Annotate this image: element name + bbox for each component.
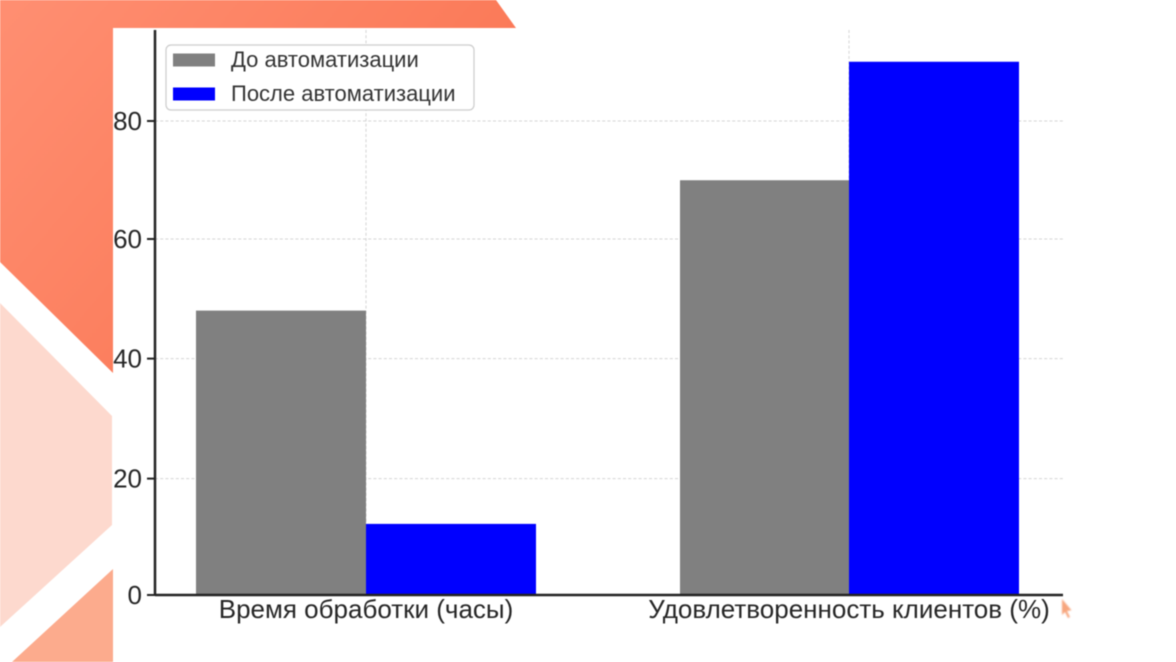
svg-text:40: 40 [113, 344, 142, 374]
svg-text:Удовлетворенность клиентов (%): Удовлетворенность клиентов (%) [648, 594, 1050, 624]
svg-text:Время обработки (часы): Время обработки (часы) [219, 594, 514, 624]
svg-text:80: 80 [113, 106, 142, 136]
svg-text:До автоматизации: До автоматизации [231, 47, 419, 72]
svg-text:20: 20 [113, 464, 142, 494]
svg-text:60: 60 [113, 224, 142, 254]
svg-text:0: 0 [128, 580, 142, 610]
svg-text:После автоматизации: После автоматизации [231, 81, 455, 106]
